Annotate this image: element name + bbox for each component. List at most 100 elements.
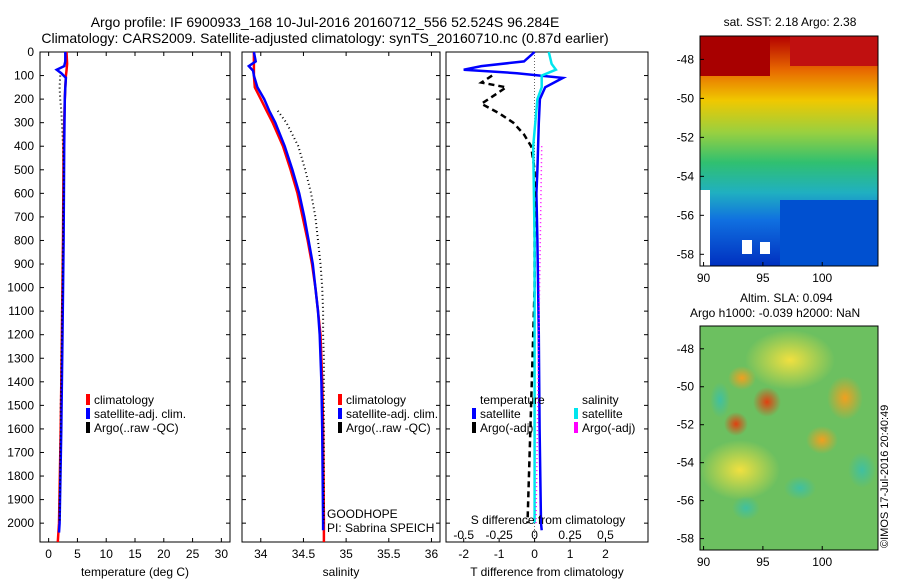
series-satellite-line: [54, 52, 68, 533]
salinity-legend: climatology satellite-adj. clim. Argo(..…: [338, 393, 438, 435]
sst-warm-patch: [790, 36, 878, 66]
legend-argo-label: Argo(..raw -QC): [94, 421, 179, 435]
series-argo-line: [276, 110, 325, 524]
legend-t-satellite-label: satellite: [480, 407, 521, 421]
sla-map-frame: [699, 325, 879, 551]
x2-tick-label: 0.25: [558, 528, 582, 542]
map-y-tick-label: -50: [677, 91, 695, 105]
sla-orange-patch: [827, 376, 863, 420]
legend-satellite-swatch: [338, 408, 342, 419]
difference-axes: [445, 51, 649, 543]
salinity-panel: 34 34.5 35 35.5 36: [246, 51, 439, 561]
map-y-tick-label: -48: [677, 342, 695, 356]
sst-map-ticks: 90 95 100 -48 -50 -52 -54 -56 -58: [677, 52, 833, 285]
map-y-tick-label: -56: [677, 494, 695, 508]
depth-tick-label: 2000: [7, 516, 34, 530]
map-y-tick-label: -52: [677, 418, 695, 432]
depth-tick-label: 700: [14, 210, 34, 224]
series-argo-line: [58, 75, 65, 524]
series-s-satellite-line: [531, 51, 558, 524]
x-tick-label: 10: [100, 547, 114, 561]
x2-tick-label: -0.5: [453, 528, 474, 542]
x-tick-label: 35.5: [377, 547, 401, 561]
depth-tick-label: 1800: [7, 469, 34, 483]
series-s-argo-line: [535, 146, 543, 524]
sla-yellow-patch: [745, 330, 835, 390]
sla-map-title-1: Altim. SLA: 0.094: [740, 291, 833, 305]
sla-cyan-patch: [710, 382, 730, 418]
map-y-tick-label: -48: [677, 52, 695, 66]
x-tick-label: 2: [602, 547, 609, 561]
sla-map: [700, 326, 878, 550]
x-tick-label: 30: [215, 547, 229, 561]
x-tick-label: 20: [157, 547, 171, 561]
s-difference-xlabel: S difference from climatology: [471, 513, 626, 527]
depth-tick-label: 900: [14, 257, 34, 271]
depth-tick-label: 1500: [7, 398, 34, 412]
x-tick-label: 0: [45, 547, 52, 561]
title-line-1: Argo profile: IF 6900933_168 10-Jul-2016…: [90, 14, 560, 30]
difference-panel: -2 -1 0 1 2-0.5 -0.25 0 0.25 0.5: [453, 51, 614, 561]
legend-climatology-swatch: [86, 394, 90, 405]
sla-yellow-patch: [700, 440, 780, 500]
x-tick-label: 25: [186, 547, 200, 561]
series-climatology-line: [252, 52, 326, 542]
x-tick-label: -1: [494, 547, 505, 561]
legend-argo-label: Argo(..raw -QC): [346, 421, 431, 435]
x-tick-label: 1: [567, 547, 574, 561]
difference-legend: temperature salinity satellite Argo(-adj…: [472, 393, 635, 435]
sst-gap: [742, 240, 752, 254]
depth-tick-label: 1700: [7, 445, 34, 459]
t-difference-xlabel: T difference from climatology: [470, 565, 624, 579]
depth-tick-label: 200: [14, 92, 34, 106]
x2-tick-label: 0.5: [597, 528, 614, 542]
sla-red-patch: [753, 387, 781, 417]
sla-cyan-patch: [732, 496, 760, 520]
project-name: GOODHOPE: [327, 507, 398, 521]
sst-map-frame: [699, 35, 879, 267]
depth-tick-label: 600: [14, 186, 34, 200]
temperature-axes: [39, 51, 231, 543]
map-y-tick-label: -54: [677, 169, 695, 183]
depth-tick-label: 1400: [7, 375, 34, 389]
map-y-tick-label: -58: [677, 247, 695, 261]
sst-map: [700, 36, 878, 266]
legend-t-argo-label: Argo(-adj): [480, 421, 533, 435]
legend-s-satellite-label: satellite: [582, 407, 623, 421]
sla-map-title-2: Argo h1000: -0.039 h2000: NaN: [690, 306, 860, 320]
depth-tick-label: 1600: [7, 422, 34, 436]
map-x-tick-label: 90: [697, 555, 711, 569]
temperature-legend: climatology satellite-adj. clim. Argo(..…: [86, 393, 186, 435]
sst-map-title: sat. SST: 2.18 Argo: 2.38: [724, 15, 857, 29]
x-tick-label: 34.5: [292, 547, 316, 561]
map-y-tick-label: -52: [677, 130, 695, 144]
title-line-2: Climatology: CARS2009. Satellite-adjuste…: [41, 30, 609, 46]
legend-satellite-label: satellite-adj. clim.: [346, 407, 438, 421]
map-x-tick-label: 90: [697, 271, 711, 285]
x-tick-label: 5: [74, 547, 81, 561]
pi-name: PI: Sabrina SPEICH: [327, 521, 434, 535]
map-y-tick-label: -58: [677, 532, 695, 546]
temperature-xlabel: temperature (deg C): [81, 565, 189, 579]
legend-satellite-label: satellite-adj. clim.: [94, 407, 186, 421]
temperature-panel: 0 5 10 15 20 25 30: [45, 51, 229, 561]
legend-climatology-label: climatology: [94, 393, 154, 407]
depth-tick-label: 100: [14, 69, 34, 83]
map-y-tick-label: -50: [677, 380, 695, 394]
legend-climatology-swatch: [338, 394, 342, 405]
x-tick-label: -2: [458, 547, 469, 561]
map-x-tick-label: 95: [756, 555, 770, 569]
depth-axis-ticks: 0 100 200 300 400 500 600 700 800 900 1000 1100 1200…: [7, 45, 648, 530]
map-y-tick-label: -56: [677, 208, 695, 222]
series-satellite-line: [246, 51, 325, 531]
depth-tick-label: 1300: [7, 351, 34, 365]
x-tick-label: 36: [425, 547, 439, 561]
legend-argo-swatch: [86, 422, 90, 433]
legend-s-satellite-swatch: [574, 408, 578, 419]
legend-salinity-header: salinity: [582, 393, 619, 407]
depth-tick-label: 300: [14, 116, 34, 130]
legend-satellite-swatch: [86, 408, 90, 419]
legend-s-argo-swatch: [574, 422, 578, 433]
depth-tick-label: 1000: [7, 281, 34, 295]
